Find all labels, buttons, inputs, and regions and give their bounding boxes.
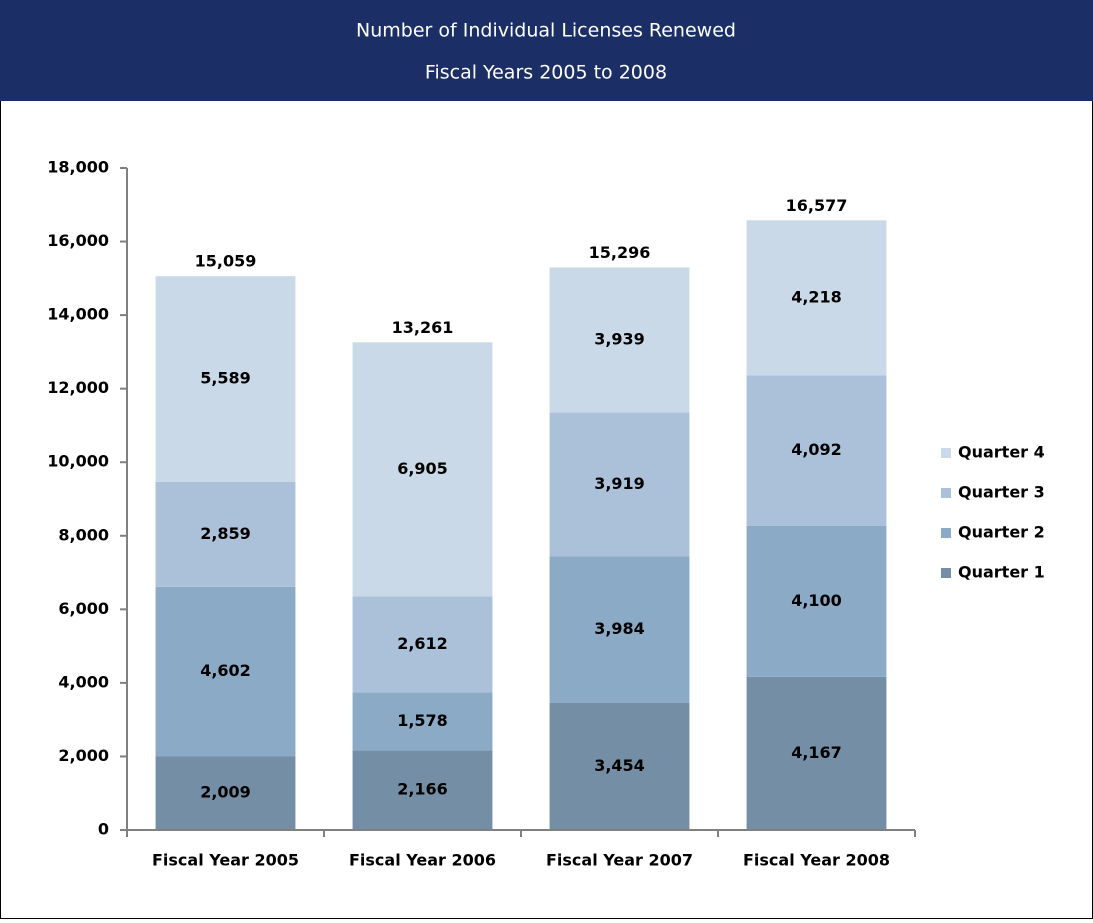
legend-label: Quarter 4 [958, 443, 1045, 462]
bar-segment [352, 596, 493, 693]
x-tick-label: Fiscal Year 2007 [546, 851, 693, 870]
data-label: 2,612 [397, 634, 448, 653]
y-tick-label: 10,000 [47, 452, 109, 471]
bar-segment [549, 702, 690, 830]
legend-swatch [941, 488, 951, 498]
y-tick-label: 18,000 [47, 158, 109, 177]
data-label: 2,166 [397, 780, 448, 799]
total-label: 13,261 [392, 318, 454, 337]
bar-segment [352, 342, 493, 597]
bar-segment [352, 692, 493, 751]
bar-segment [746, 375, 887, 526]
total-label: 15,296 [589, 243, 651, 262]
total-label: 16,577 [786, 196, 848, 215]
bar-segment [155, 756, 296, 830]
bar-segment [549, 267, 690, 413]
data-label: 5,589 [200, 368, 251, 387]
y-tick-label: 4,000 [58, 672, 109, 691]
chart-title: Number of Individual Licenses Renewed [356, 20, 736, 42]
chart-subtitle: Fiscal Years 2005 to 2008 [425, 62, 667, 84]
total-label: 15,059 [195, 252, 257, 271]
data-label: 6,905 [397, 459, 448, 478]
data-label: 4,092 [791, 440, 842, 459]
data-label: 1,578 [397, 711, 448, 730]
bar-segment [549, 412, 690, 557]
data-label: 2,009 [200, 783, 251, 802]
data-label: 4,218 [791, 287, 842, 306]
legend-label: Quarter 3 [958, 483, 1045, 502]
legend-label: Quarter 2 [958, 523, 1045, 542]
x-tick-label: Fiscal Year 2008 [743, 851, 890, 870]
data-label: 4,167 [791, 743, 842, 762]
legend-label: Quarter 1 [958, 563, 1045, 582]
legend-swatch [941, 528, 951, 538]
y-tick-label: 0 [98, 820, 109, 839]
bar-segment [155, 586, 296, 757]
y-tick-label: 16,000 [47, 231, 109, 250]
data-label: 3,454 [594, 756, 645, 775]
data-label: 4,602 [200, 661, 251, 680]
y-tick-label: 8,000 [58, 525, 109, 544]
data-label: 4,100 [791, 591, 842, 610]
bar-segment [746, 525, 887, 677]
data-label: 3,919 [594, 474, 645, 493]
data-label: 3,984 [594, 619, 645, 638]
legend-swatch [941, 448, 951, 458]
y-tick-label: 14,000 [47, 305, 109, 324]
bar-segment [155, 276, 296, 482]
bar-segment [746, 220, 887, 376]
y-tick-label: 12,000 [47, 378, 109, 397]
bar-segment [746, 676, 887, 830]
header-band [0, 0, 1093, 101]
bar-segment [549, 556, 690, 703]
data-label: 2,859 [200, 524, 251, 543]
y-tick-label: 6,000 [58, 599, 109, 618]
bar-segment [352, 750, 493, 830]
y-tick-label: 2,000 [58, 746, 109, 765]
data-label: 3,939 [594, 329, 645, 348]
x-tick-label: Fiscal Year 2006 [349, 851, 496, 870]
bar-segment [155, 481, 296, 587]
legend-swatch [941, 568, 951, 578]
x-tick-label: Fiscal Year 2005 [152, 851, 299, 870]
